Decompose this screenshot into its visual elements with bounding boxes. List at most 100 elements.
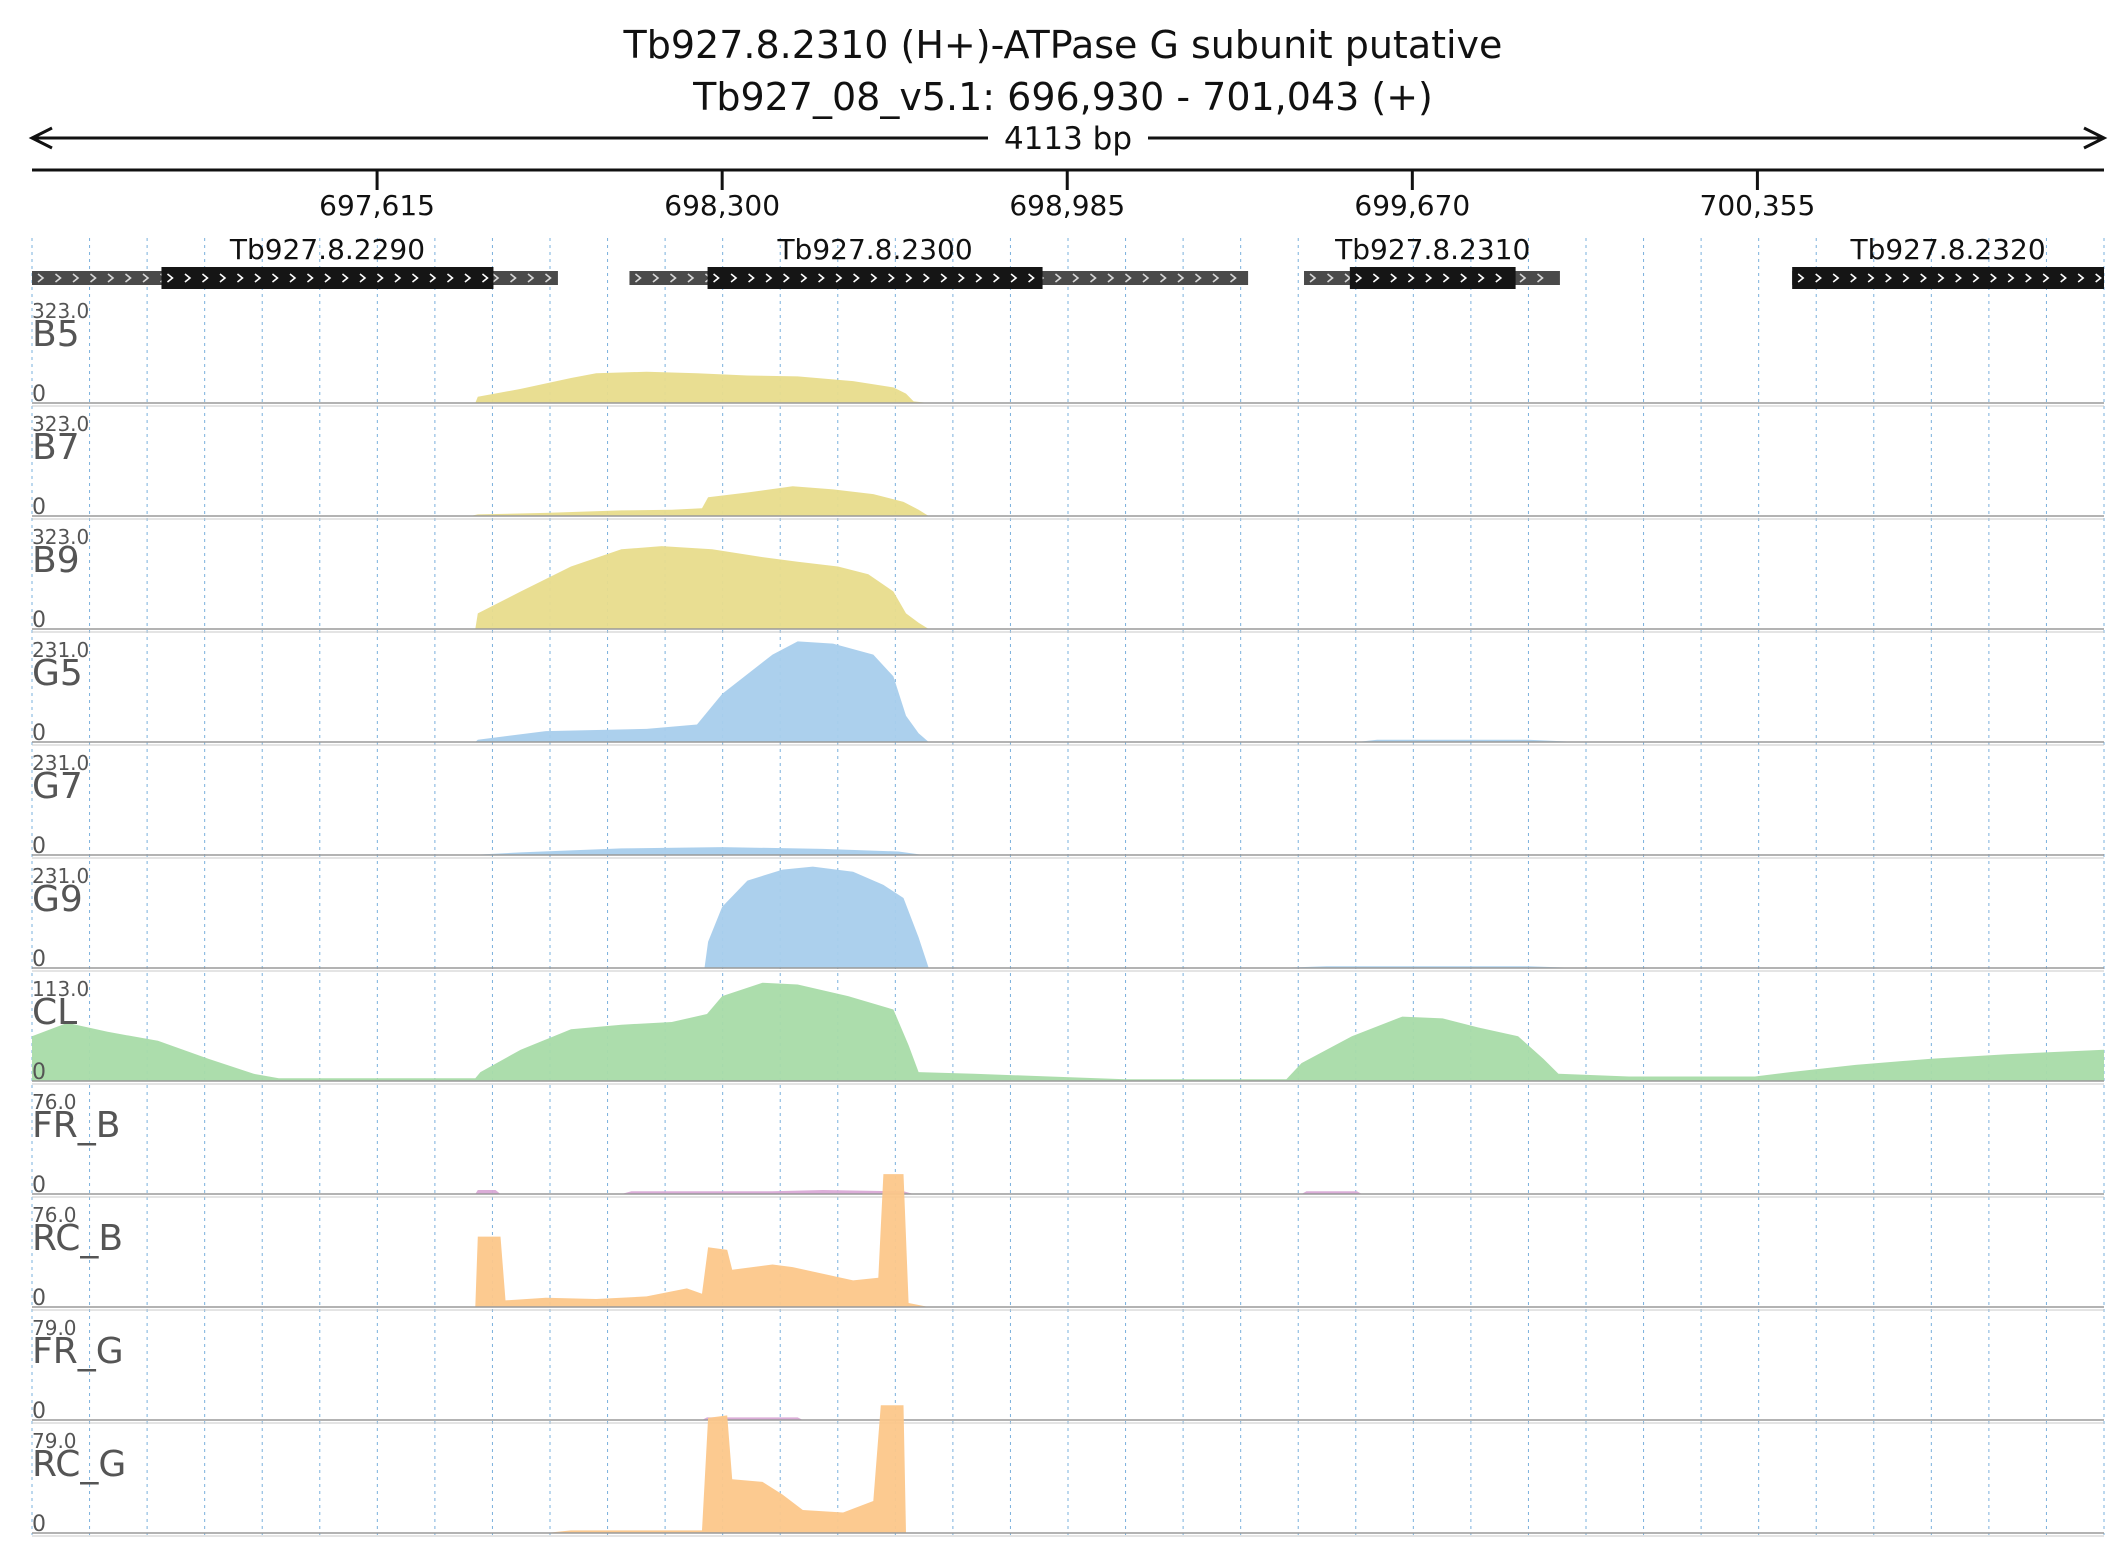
- strand-chevron: [748, 273, 755, 283]
- strand-chevron: [1850, 273, 1857, 283]
- coverage-area: [475, 1190, 1362, 1194]
- strand-chevron: [125, 273, 132, 283]
- span-indicator: 4113 bp: [28, 121, 2108, 157]
- strand-chevron: [1990, 273, 1997, 283]
- strand-chevron: [1028, 273, 1035, 283]
- strand-chevron: [359, 273, 367, 283]
- strand-chevron: [1407, 273, 1415, 283]
- strand-chevron: [324, 273, 332, 283]
- grid-lines: [31, 238, 2105, 1535]
- strand-chevron: [713, 273, 720, 283]
- coverage-tracks: 323.0B50323.0B70323.0B90231.0G50231.0G70…: [32, 299, 2104, 1537]
- strand-chevron: [1832, 273, 1840, 283]
- strand-chevron: [730, 273, 738, 283]
- track-max-label: 323.0: [32, 412, 89, 436]
- coverage-track: 323.0B7 0: [32, 412, 2104, 520]
- track-zero-label: 0: [32, 1399, 46, 1424]
- strand-chevron: [1477, 273, 1485, 283]
- track-max-label: 231.0: [32, 751, 89, 775]
- strand-chevron: [184, 273, 192, 283]
- strand-chevron: [923, 273, 930, 283]
- track-max-label: 323.0: [32, 525, 89, 549]
- strand-chevron: [940, 273, 948, 283]
- strand-chevron: [835, 273, 843, 283]
- span-bp-label: 4113 bp: [1004, 121, 1132, 157]
- strand-chevron: [464, 273, 472, 283]
- strand-chevron: [888, 273, 895, 283]
- gene-cds: [1349, 267, 1516, 289]
- coverage-track: 231.0G5 0: [32, 638, 2104, 746]
- strand-chevron: [1885, 273, 1892, 283]
- strand-chevron: [818, 273, 825, 283]
- span-arrow-left: [28, 126, 53, 150]
- strand-chevron: [37, 273, 45, 283]
- strand-chevron: [55, 273, 62, 283]
- strand-chevron: [1495, 273, 1503, 283]
- strand-chevron: [1867, 273, 1875, 283]
- strand-chevron: [669, 273, 677, 283]
- track-max-label: 79.0: [32, 1316, 77, 1340]
- coverage-track: 79.0RC_G 0: [32, 1405, 2104, 1537]
- strand-chevron: [1309, 273, 1317, 283]
- strand-chevron: [2007, 273, 2015, 283]
- coverage-area: [545, 1405, 906, 1533]
- strand-chevron: [765, 273, 773, 283]
- coverage-track: 113.0CL 0: [32, 977, 2104, 1085]
- strand-chevron: [1327, 273, 1334, 283]
- strand-chevron: [219, 273, 227, 283]
- strand-chevron: [1194, 273, 1202, 283]
- coverage-area: [704, 866, 1579, 968]
- gene-label: Tb927.8.2300: [776, 233, 972, 266]
- coverage-area: [32, 982, 2104, 1081]
- strand-chevron: [1124, 273, 1132, 283]
- strand-chevron: [800, 273, 808, 283]
- strand-chevron: [783, 273, 790, 283]
- gene-model: Tb927.8.2310: [1304, 233, 1560, 289]
- strand-chevron: [1212, 273, 1220, 283]
- coverage-track: 76.0RC_B 0: [32, 1174, 2104, 1311]
- coverage-track: 231.0G7 0: [32, 751, 2104, 859]
- strand-chevron: [2025, 273, 2032, 283]
- chart-title: Tb927.8.2310 (H+)-ATPase G subunit putat…: [623, 23, 1503, 67]
- strand-chevron: [2042, 273, 2050, 283]
- strand-chevron: [510, 273, 517, 283]
- track-zero-label: 0: [32, 721, 46, 746]
- strand-chevron: [527, 273, 535, 283]
- track-zero-label: 0: [32, 834, 46, 859]
- coverage-area: [470, 486, 929, 516]
- track-max-label: 113.0: [32, 977, 89, 1001]
- strand-chevron: [1442, 273, 1450, 283]
- strand-chevron: [411, 273, 419, 283]
- strand-chevron: [1902, 273, 1910, 283]
- strand-chevron: [993, 273, 1000, 283]
- strand-chevron: [1089, 273, 1097, 283]
- x-tick-label: 699,670: [1354, 189, 1470, 222]
- x-tick-label: 697,615: [319, 189, 435, 222]
- track-name: B5: [32, 314, 80, 355]
- coverage-area: [475, 371, 929, 403]
- strand-chevron: [72, 273, 80, 283]
- track-name: G5: [32, 653, 83, 694]
- track-zero-label: 0: [32, 1060, 46, 1085]
- coverage-area: [470, 847, 924, 855]
- strand-chevron: [271, 273, 279, 283]
- coverage-track: 323.0B5 0: [32, 299, 2104, 407]
- strand-chevron: [1920, 273, 1927, 283]
- track-name: FR_G: [32, 1331, 124, 1372]
- strand-chevron: [1107, 273, 1115, 283]
- track-name: G7: [32, 766, 83, 807]
- strand-chevron: [1390, 273, 1398, 283]
- strand-chevron: [107, 273, 115, 283]
- coverage-track: 79.0FR_G 0: [32, 1316, 2104, 1424]
- strand-chevron: [492, 273, 500, 283]
- gene-cds: [1792, 267, 2104, 289]
- gene-cds: [161, 267, 494, 289]
- strand-chevron: [634, 273, 642, 283]
- strand-chevron: [166, 273, 174, 283]
- strand-chevron: [481, 273, 489, 283]
- strand-chevron: [201, 273, 209, 283]
- coverage-area: [475, 546, 929, 629]
- track-zero-label: 0: [32, 608, 46, 633]
- track-name: FR_B: [32, 1105, 120, 1146]
- strand-chevron: [1425, 273, 1433, 283]
